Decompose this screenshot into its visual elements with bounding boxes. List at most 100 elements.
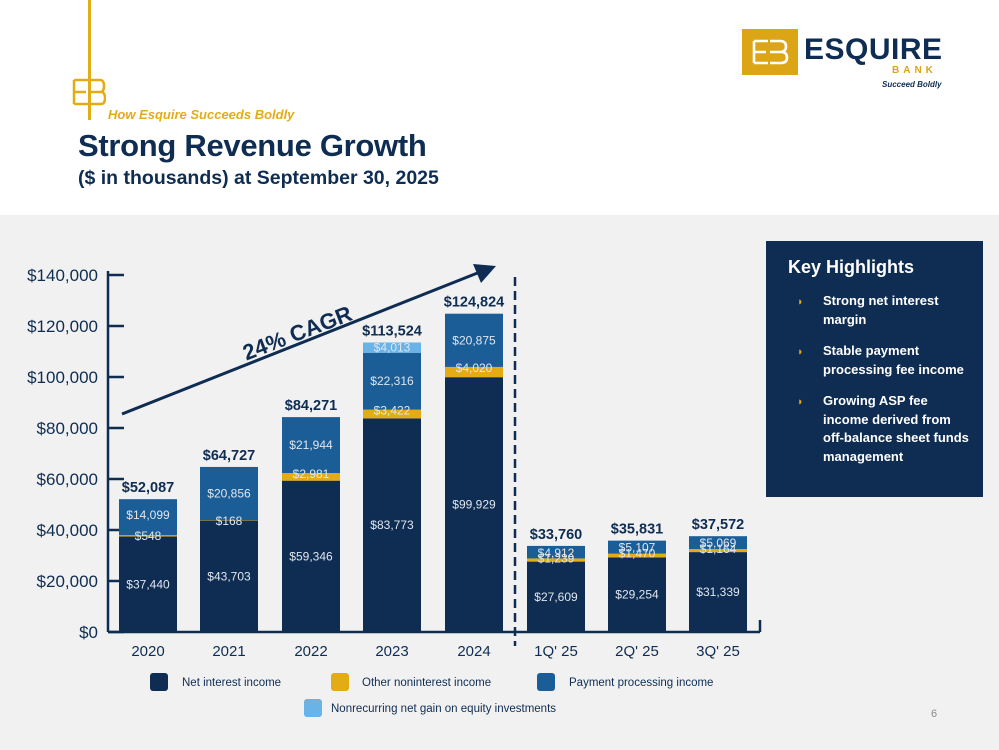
bar-segment (282, 417, 340, 474)
logo-bank: BANK (892, 65, 937, 76)
data-label: $20,856 (207, 487, 251, 501)
data-label: $2,981 (293, 467, 330, 481)
legend-swatch (150, 673, 168, 691)
bar-segment (689, 552, 747, 632)
bar-segment (119, 536, 177, 632)
x-tick-label: 1Q' 25 (534, 643, 578, 660)
bar-segment (527, 558, 585, 562)
logo-tagline: Succeed Boldly (882, 80, 942, 89)
highlight-item: ◗ Growing ASP fee income derived from off… (797, 393, 969, 464)
bar-segment (200, 466, 258, 521)
bar-segment (527, 545, 585, 559)
bar-segment (282, 473, 340, 481)
data-label: $20,875 (452, 333, 496, 347)
bullet-icon: ◗ (797, 346, 804, 358)
bullet-icon: ◗ (797, 296, 804, 308)
bar-segment (445, 313, 503, 367)
data-label: $168 (216, 514, 243, 528)
bar-segment (689, 549, 747, 553)
data-label: $99,929 (452, 498, 496, 512)
highlight-item: ◗ Strong net interest margin (797, 293, 939, 327)
section-subtitle: How Esquire Succeeds Boldly (108, 107, 295, 122)
data-label: $59,346 (289, 549, 333, 563)
bar-segment (282, 480, 340, 632)
y-tick-label: $100,000 (27, 368, 98, 387)
legend-label: Net interest income (182, 677, 281, 689)
total-label: $124,824 (444, 295, 504, 311)
x-tick-label: 2022 (294, 643, 327, 660)
total-label: $35,831 (611, 522, 663, 538)
data-label: $27,609 (534, 590, 578, 604)
legend-label: Other noninterest income (362, 677, 491, 689)
legend-label: Payment processing income (569, 677, 713, 689)
highlight-item: ◗ Stable payment processing fee income (797, 343, 964, 377)
bar-segment (608, 553, 666, 558)
eb-monogram-icon (72, 78, 106, 106)
legend-swatch (537, 673, 555, 691)
total-label: $33,760 (530, 527, 582, 543)
bar-segment (363, 418, 421, 632)
bar-segment (363, 409, 421, 419)
esquire-bank-logo: ESQUIRE BANK Succeed Boldly (742, 29, 942, 93)
y-tick-label: $20,000 (37, 572, 98, 591)
x-tick-label: 2023 (375, 643, 408, 660)
gold-rule (88, 0, 91, 120)
legend-label: Nonrecurring net gain on equity investme… (331, 703, 556, 715)
bar-segment (689, 536, 747, 550)
data-label: $37,440 (126, 577, 170, 591)
x-tick-label: 3Q' 25 (696, 643, 740, 660)
data-label: $21,944 (289, 438, 333, 452)
data-label: $4,020 (456, 361, 493, 375)
bar-segment (527, 561, 585, 632)
bar-segment (119, 534, 177, 537)
bar-segment (608, 557, 666, 632)
y-tick-label: $120,000 (27, 317, 98, 336)
bar-segment (608, 540, 666, 554)
cagr-arrow-head (473, 264, 496, 283)
bar-segment (119, 499, 177, 536)
data-label: $31,339 (696, 585, 740, 599)
y-tick-label: $80,000 (37, 419, 98, 438)
data-label: $43,703 (207, 569, 251, 583)
bar-segment (200, 520, 258, 632)
legend-swatch (331, 673, 349, 691)
page-title: Strong Revenue Growth (78, 128, 427, 163)
data-label: $29,254 (615, 588, 659, 602)
data-label: $1,164 (700, 542, 737, 556)
page-subhead: ($ in thousands) at September 30, 2025 (78, 167, 439, 189)
data-label: $4,013 (374, 341, 411, 355)
data-label: $5,107 (619, 541, 656, 555)
data-label: $3,422 (374, 404, 411, 418)
x-tick-label: 2024 (457, 643, 490, 660)
data-label: $548 (135, 529, 162, 543)
bar-segment (363, 352, 421, 410)
data-label: $1,470 (619, 547, 656, 561)
legend-swatch (304, 699, 322, 717)
x-tick-label: 2020 (131, 643, 164, 660)
cagr-annotation: 24% CAGR (239, 301, 355, 366)
data-label: $22,316 (370, 374, 414, 388)
total-label: $52,087 (122, 480, 174, 496)
header-area: How Esquire Succeeds Boldly Strong Reven… (0, 0, 999, 215)
logo-name: ESQUIRE (804, 33, 943, 66)
page-number: 6 (931, 708, 938, 720)
revenue-chart: $0 $20,000 $40,000 $60,000 $80,000 $100,000 $1… (27, 264, 762, 717)
x-tick-label: 2Q' 25 (615, 643, 659, 660)
y-tick-label: $60,000 (37, 470, 98, 489)
data-label: $4,912 (538, 546, 575, 560)
total-label: $64,727 (203, 448, 255, 464)
key-highlights-title: Key Highlights (788, 257, 915, 277)
bar-segment (445, 377, 503, 632)
bar-segment (363, 342, 421, 353)
y-tick-label: $140,000 (27, 266, 98, 285)
x-tick-label: 2021 (212, 643, 245, 660)
data-label: $5,069 (700, 536, 737, 550)
logo-badge-icon (742, 29, 798, 75)
data-label: $14,099 (126, 508, 170, 522)
cagr-arrow-line (121, 270, 481, 416)
total-label: $37,572 (692, 517, 744, 533)
y-tick-label: $40,000 (37, 521, 98, 540)
key-highlights-panel: Key Highlights ◗ Strong net interest marg… (766, 241, 983, 497)
bar-segment (445, 366, 503, 378)
bullet-icon: ◗ (797, 396, 804, 408)
